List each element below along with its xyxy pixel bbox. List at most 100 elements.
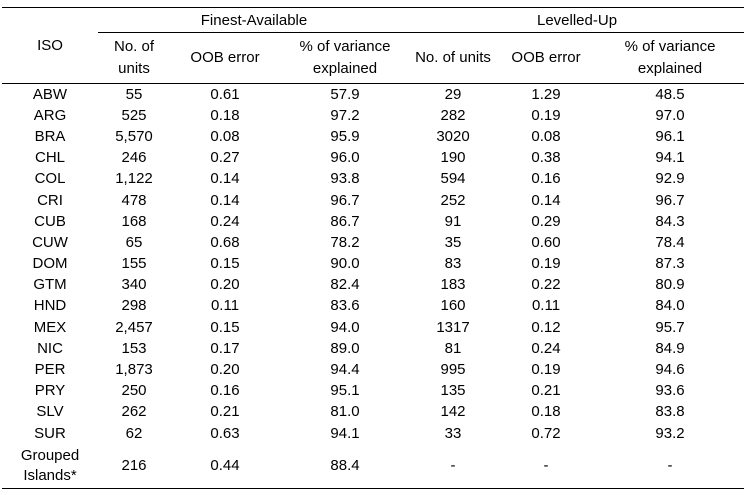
cell-oob-finest: 0.61 — [210, 85, 240, 103]
cell-units-levelled: 160 — [440, 297, 466, 315]
cell-variance-levelled: 95.7 — [655, 318, 685, 336]
iso-cell: CUB — [34, 212, 66, 230]
table-row: NIC 153 0.17 89.0 81 0.24 84.9 — [2, 338, 744, 359]
table-row: SLV 262 0.21 81.0 142 0.18 83.8 — [2, 402, 744, 423]
cell-units-levelled: 3020 — [436, 127, 470, 145]
table-row: Grouped Islands* 216 0.44 88.4- - - — [2, 444, 745, 490]
cell-units-levelled: 1317 — [436, 318, 470, 336]
cell-units-finest: 340 — [121, 276, 147, 294]
iso-cell: CRI — [37, 191, 63, 209]
cell-variance-levelled: 96.1 — [655, 127, 685, 145]
cell-oob-finest: 0.27 — [210, 149, 240, 167]
column-header-row: No. of units OOB error % of variance exp… — [2, 32, 745, 84]
cell-units-levelled: 91 — [444, 212, 462, 230]
cell-oob-levelled: 0.22 — [531, 276, 561, 294]
cell-oob-levelled: 0.24 — [531, 339, 561, 357]
cell-variance-levelled: 84.3 — [655, 212, 685, 230]
cell-variance-levelled: 78.4 — [655, 233, 685, 251]
cell-variance-finest: 96.7 — [330, 191, 360, 209]
cell-variance-finest: 95.9 — [330, 127, 360, 145]
iso-column-header: ISO — [2, 7, 98, 84]
table-body: ABW 55 0.61 57.9 29 1.29 48.5 ARG 525 0.18 97.2 282… — [2, 84, 745, 490]
iso-cell: CUW — [32, 233, 68, 251]
cell-units-levelled: - — [410, 444, 496, 490]
cell-oob-finest: 0.18 — [210, 106, 240, 124]
cell-oob-finest: 0.15 — [210, 255, 240, 273]
table-row: SUR 62 0.63 94.1 33 0.72 93.2 — [2, 423, 744, 444]
cell-variance-finest: 97.2 — [330, 106, 360, 124]
group-header-levelled-up: Levelled-Up — [410, 7, 745, 33]
iso-cell: GTM — [33, 276, 67, 294]
table-row: COL 1,122 0.14 93.8 594 0.16 92.9 — [2, 169, 744, 190]
cell-variance-finest: 81.0 — [330, 403, 360, 421]
table-row: PER 1,873 0.20 94.4 995 0.19 94.6 — [2, 359, 744, 380]
cell-units-finest: 298 — [121, 297, 147, 315]
cell-oob-finest: 0.11 — [210, 297, 240, 315]
cell-units-finest: 525 — [121, 106, 147, 124]
table-header: ISO Finest-Available Levelled-Up No. of … — [2, 7, 745, 84]
cell-oob-finest: 0.15 — [210, 318, 240, 336]
iso-cell: SUR — [34, 424, 66, 442]
group-header-finest-available: Finest-Available — [98, 7, 410, 33]
cell-oob-levelled: 0.14 — [531, 191, 561, 209]
iso-cell: MEX — [33, 318, 67, 336]
column-header-variance-finest: % of variance explained — [280, 32, 410, 84]
cell-oob-levelled: 0.60 — [531, 233, 561, 251]
cell-units-levelled: 33 — [444, 424, 462, 442]
cell-variance-levelled: 97.0 — [655, 106, 685, 124]
cell-oob-levelled: 0.29 — [531, 212, 561, 230]
cell-variance-levelled: 83.8 — [655, 403, 685, 421]
cell-units-levelled: 995 — [440, 361, 466, 379]
table-row: ABW 55 0.61 57.9 29 1.29 48.5 — [2, 84, 744, 106]
cell-variance-levelled: - — [596, 444, 745, 490]
cell-units-levelled: 29 — [444, 85, 462, 103]
cell-oob-finest: 0.20 — [210, 361, 240, 379]
cell-oob-finest: 0.21 — [210, 403, 240, 421]
cell-variance-finest: 95.1 — [330, 382, 360, 400]
iso-cell: PER — [34, 361, 66, 379]
group-header-row: ISO Finest-Available Levelled-Up — [2, 7, 745, 84]
cell-oob-finest: 0.20 — [210, 276, 240, 294]
cell-oob-levelled: 0.16 — [531, 170, 561, 188]
cell-variance-levelled: 84.0 — [655, 297, 685, 315]
cell-variance-finest: 94.0 — [330, 318, 360, 336]
cell-variance-finest: 78.2 — [330, 233, 360, 251]
iso-cell: PRY — [34, 382, 66, 400]
table-row: PRY 250 0.16 95.1 135 0.21 93.6 — [2, 381, 744, 402]
iso-cell: HND — [33, 297, 67, 315]
table-row: DOM 155 0.15 90.0 83 0.19 87.3 — [2, 254, 744, 275]
cell-oob-levelled: 0.21 — [531, 382, 561, 400]
cell-units-finest: 250 — [121, 382, 147, 400]
cell-variance-finest: 93.8 — [330, 170, 360, 188]
table-row: BRA 5,570 0.08 95.9 3020 0.08 96.1 — [2, 126, 744, 147]
iso-cell: SLV — [36, 403, 64, 421]
iso-cell: Grouped Islands* — [2, 444, 98, 490]
cell-oob-levelled: 0.11 — [531, 297, 561, 315]
table-row: MEX 2,457 0.15 94.0 1317 0.12 95.7 — [2, 317, 744, 338]
column-header-units-levelled: No. of units — [410, 32, 496, 84]
cell-oob-levelled: 0.19 — [531, 106, 561, 124]
column-header-variance-levelled: % of variance explained — [596, 32, 745, 84]
cell-variance-finest: 88.4 — [280, 444, 410, 490]
cell-units-levelled: 594 — [440, 170, 466, 188]
column-header-units-finest: No. of units — [98, 32, 170, 84]
iso-cell: NIC — [37, 339, 63, 357]
table-row: GTM 340 0.20 82.4 183 0.22 80.9 — [2, 275, 744, 296]
cell-units-levelled: 282 — [440, 106, 466, 124]
cell-units-levelled: 135 — [440, 382, 466, 400]
cell-oob-finest: 0.08 — [210, 127, 240, 145]
cell-oob-finest: 0.17 — [210, 339, 240, 357]
table-row: CHL 246 0.27 96.0 190 0.38 94.1 — [2, 148, 744, 169]
iso-cell: ARG — [33, 106, 67, 124]
cell-oob-levelled: 0.38 — [531, 149, 561, 167]
cell-units-finest: 216 — [98, 444, 170, 490]
table-row: CUB 168 0.24 86.7 91 0.29 84.3 — [2, 211, 744, 232]
cell-units-levelled: 190 — [440, 149, 466, 167]
cell-variance-finest: 82.4 — [330, 276, 360, 294]
table-row: ARG 525 0.18 97.2 282 0.19 97.0 — [2, 105, 744, 126]
cell-units-levelled: 35 — [444, 233, 462, 251]
cell-oob-levelled: 0.19 — [531, 255, 561, 273]
iso-cell: DOM — [32, 255, 68, 273]
table-row: HND 298 0.11 83.6 160 0.11 84.0 — [2, 296, 744, 317]
